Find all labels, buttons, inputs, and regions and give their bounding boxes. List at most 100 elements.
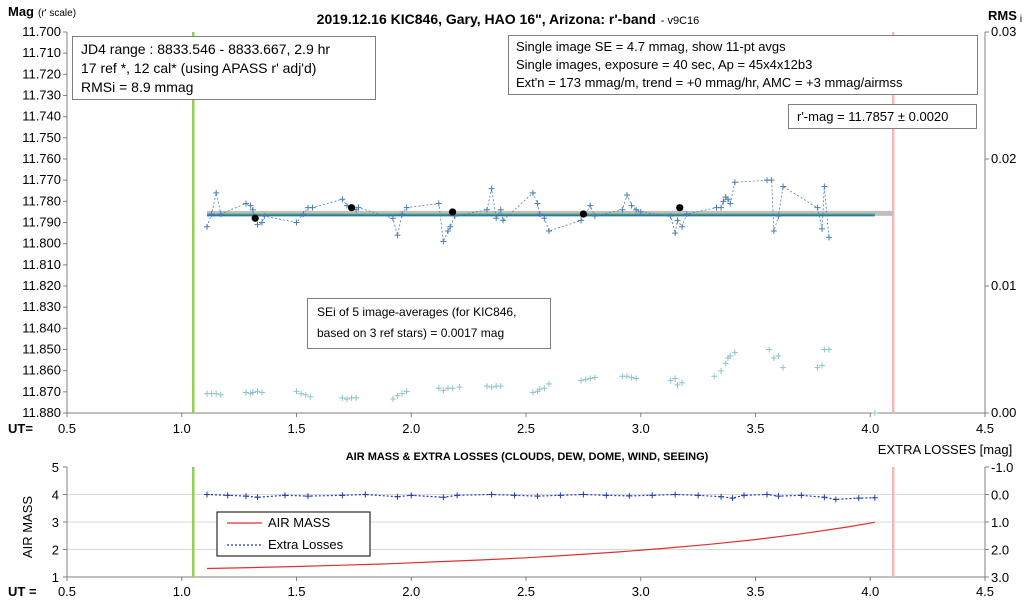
data-point	[819, 362, 826, 369]
x-tick-label: 2.0	[402, 421, 420, 436]
y2-tick-label: 0.03	[991, 24, 1016, 39]
ref-stars-text: 17 ref *, 12 cal* (using APASS r' adj'd)	[81, 60, 317, 76]
data-point	[483, 383, 490, 390]
data-point	[775, 352, 782, 359]
data-point	[674, 217, 681, 224]
sei-line-1: SEi of 5 image-averages (for KIC846,	[317, 305, 517, 319]
vertical-markers	[191, 467, 895, 577]
data-point	[259, 219, 266, 226]
data-point	[679, 223, 686, 230]
data-point	[399, 211, 406, 218]
x-axis-label: UT=	[8, 421, 33, 436]
data-point	[304, 493, 311, 500]
series-rmsi-per-image	[203, 346, 878, 416]
data-point	[718, 367, 725, 374]
y-tick-label: 11.860	[22, 363, 61, 378]
data-point	[814, 364, 821, 371]
data-point	[578, 377, 585, 384]
data-point	[718, 204, 725, 211]
data-point	[727, 200, 734, 207]
data-point	[578, 217, 585, 224]
data-point	[718, 493, 725, 500]
data-point	[536, 386, 543, 393]
data-point	[217, 391, 224, 398]
y2-axis-label: EXTRA LOSSES [mag]	[878, 442, 1012, 457]
data-point	[628, 202, 635, 209]
data-point	[672, 230, 679, 237]
single-image-se-text: Single image SE = 4.7 mmag, show 11-pt a…	[516, 39, 786, 54]
data-point	[300, 211, 307, 218]
data-point	[298, 390, 305, 397]
x-tick-label: 3.0	[632, 421, 650, 436]
y-tick-label: 11.880	[22, 405, 61, 420]
data-point	[821, 183, 828, 190]
data-point	[213, 390, 220, 397]
data-point	[511, 492, 518, 499]
data-point	[243, 493, 250, 500]
data-point	[683, 211, 690, 218]
series-air-mass	[206, 521, 875, 570]
data-point	[855, 495, 862, 502]
y-tick-label: 11.750	[22, 130, 61, 145]
y-tick-label: 11.810	[22, 257, 61, 272]
data-point	[203, 491, 210, 498]
data-point	[309, 204, 316, 211]
data-point	[587, 202, 594, 209]
data-point	[825, 234, 832, 241]
data-point	[821, 494, 828, 501]
data-point	[534, 493, 541, 500]
data-series	[203, 177, 878, 416]
series-single-images	[203, 177, 832, 245]
data-point	[449, 385, 456, 392]
data-point	[667, 377, 674, 384]
y-tick-label: 2	[52, 543, 59, 558]
data-point	[628, 374, 635, 381]
x-tick-labels: 0.5 1.0 1.5 2.0 2.5 3.0 3.5 4.0 4.5	[58, 421, 994, 436]
data-point	[440, 387, 447, 394]
data-point	[493, 215, 500, 222]
data-point	[259, 389, 266, 396]
y-tick-label: 11.850	[22, 342, 61, 357]
data-point	[293, 388, 300, 395]
y-tick-label: 1	[52, 570, 59, 585]
observation-info-box: Single image SE = 4.7 mmag, show 11-pt a…	[508, 35, 978, 95]
data-point	[798, 492, 805, 499]
series-line	[206, 521, 875, 570]
legend-airmass-label: AIR MASS	[268, 515, 330, 530]
data-point	[672, 491, 679, 498]
x-tick-label: 4.0	[861, 584, 879, 599]
y-tick-label: 11.730	[22, 88, 61, 103]
gridlines	[63, 466, 989, 581]
data-point	[582, 376, 589, 383]
data-point	[254, 221, 261, 228]
data-point	[623, 373, 630, 380]
data-point	[825, 346, 832, 353]
y2-tick-label: 0.0	[991, 488, 1009, 503]
magnitude-chart: Mag (r' scale) 2019.12.16 KIC846, Gary, H…	[8, 4, 1022, 436]
y-tick-label: 3	[52, 515, 59, 530]
airmass-chart: AIR MASS & EXTRA LOSSES (CLOUDS, DEW, DO…	[8, 442, 1013, 599]
data-point	[217, 211, 224, 218]
data-point	[203, 223, 210, 230]
data-point	[731, 179, 738, 186]
data-point	[394, 232, 401, 239]
average-point	[448, 208, 457, 216]
data-point	[775, 213, 782, 220]
data-point	[282, 492, 289, 499]
data-point	[529, 389, 536, 396]
y-tick-label: 11.800	[22, 236, 61, 251]
y2-tick-label: 2.0	[991, 543, 1009, 558]
data-point	[633, 375, 640, 382]
data-point	[249, 389, 256, 396]
data-point	[871, 410, 878, 416]
y-tick-label: 11.720	[22, 66, 61, 81]
data-point	[254, 388, 261, 395]
x-tick-label: 0.5	[58, 584, 76, 599]
data-point	[208, 211, 215, 218]
data-point	[249, 206, 256, 213]
average-point	[579, 210, 587, 218]
data-point	[355, 204, 362, 211]
legend: AIR MASS Extra Losses	[216, 511, 371, 557]
data-point	[408, 492, 415, 499]
data-point	[339, 196, 346, 203]
